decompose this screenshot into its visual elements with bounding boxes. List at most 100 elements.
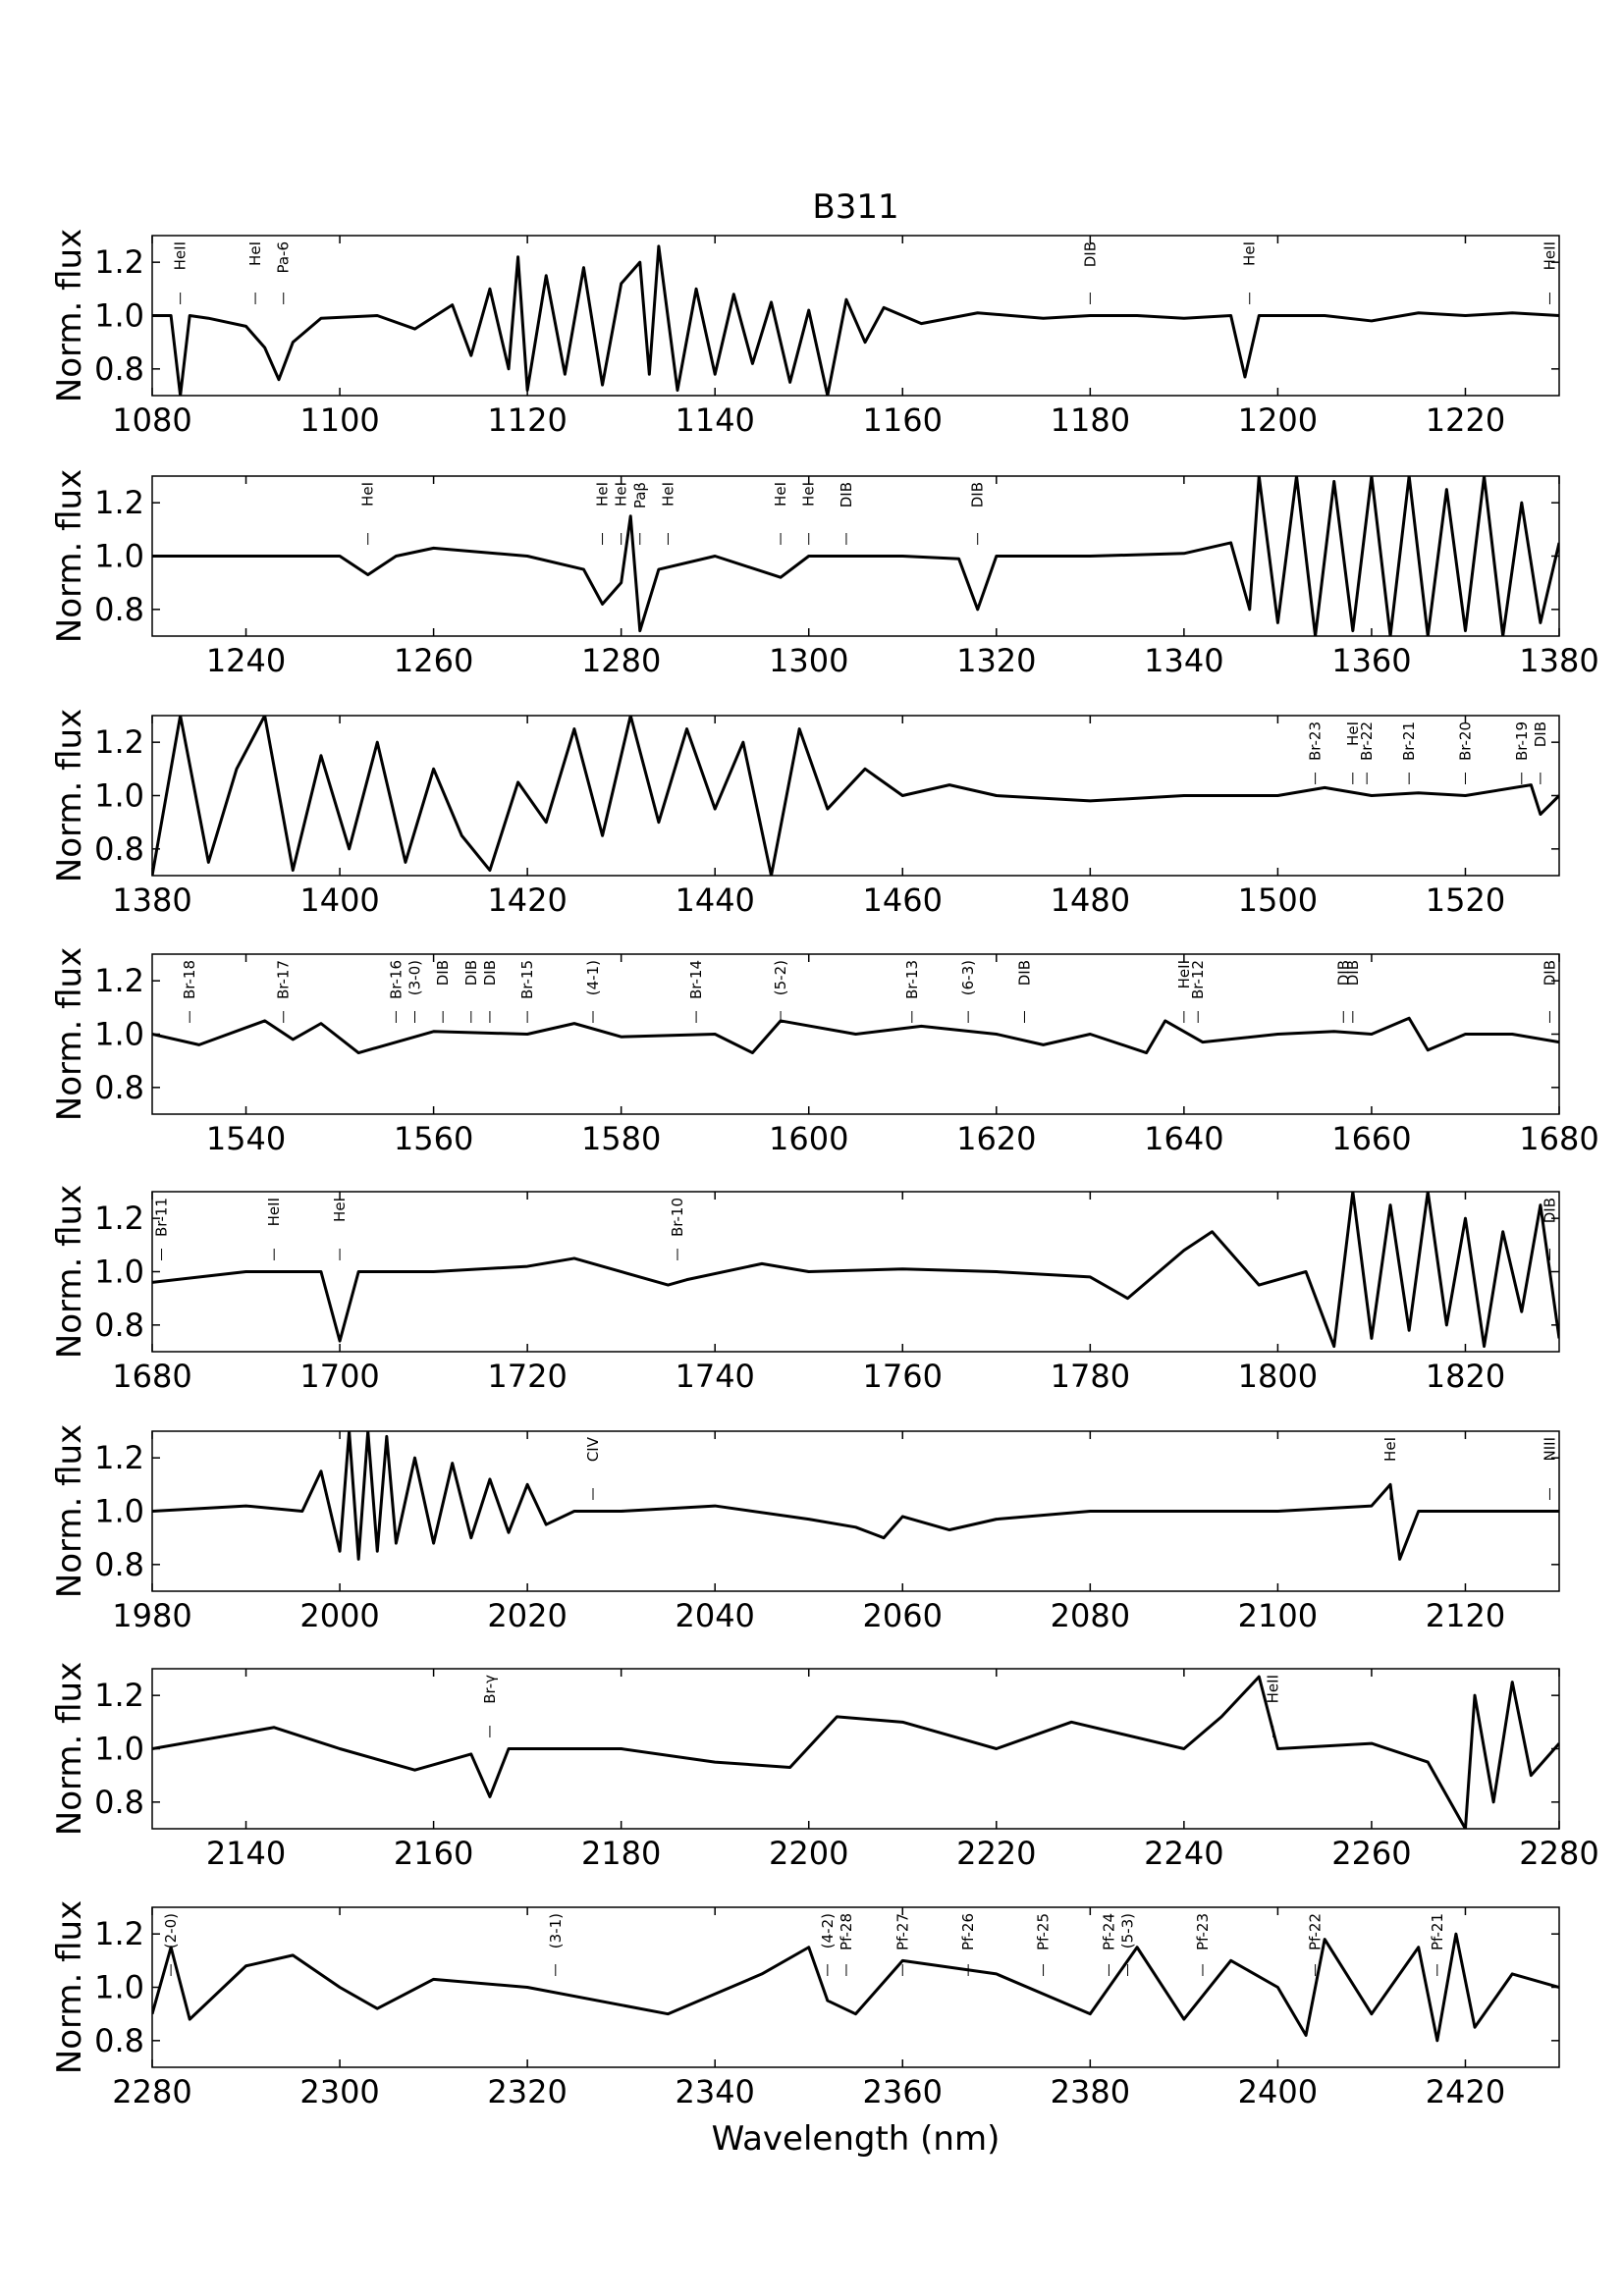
x-tick-label: 2300 bbox=[299, 2073, 379, 2110]
spectrum-line bbox=[152, 1192, 1559, 1349]
annotation-label: HeII bbox=[1541, 241, 1558, 270]
y-tick-label: 1.2 bbox=[94, 1677, 144, 1714]
panel: Norm. flux 0.8 1.0 1.2 1980 2000 2020 2040 2060 2… bbox=[50, 1424, 1560, 1634]
panel: Norm. flux 0.8 1.0 1.2 1540 1560 1580 1600 1620 1… bbox=[50, 947, 1599, 1157]
annotation-label: NIII bbox=[1541, 1437, 1558, 1462]
y-axis-label: Norm. flux bbox=[50, 469, 89, 643]
axes-frame bbox=[151, 953, 1560, 1115]
annotation-label: Br-14 bbox=[687, 960, 705, 999]
x-tick-label: 1240 bbox=[206, 642, 286, 679]
x-tick-label: 1640 bbox=[1144, 1120, 1223, 1157]
annotation-label: Pf-25 bbox=[1035, 1913, 1053, 1950]
y-tick-label: 1.0 bbox=[94, 297, 144, 335]
y-tick-label: 0.8 bbox=[94, 2022, 144, 2059]
y-tick-label: 1.2 bbox=[94, 1915, 144, 1952]
x-tick-label: 1320 bbox=[956, 642, 1036, 679]
annotation-label: HeI bbox=[772, 482, 789, 507]
annotation-label: Br-10 bbox=[669, 1198, 686, 1237]
x-tick-label: 1400 bbox=[299, 881, 379, 919]
x-tick-label: 1380 bbox=[1519, 642, 1598, 679]
x-tick-label: 2380 bbox=[1051, 2073, 1130, 2110]
x-tick-label: 1160 bbox=[863, 401, 943, 439]
x-tick-label: 1140 bbox=[675, 401, 754, 439]
annotation-label: Pf-24 bbox=[1100, 1913, 1117, 1950]
x-tick-label: 2280 bbox=[1519, 1835, 1598, 1872]
annotation-label: HeI bbox=[246, 241, 264, 266]
annotation-label: Br-19 bbox=[1513, 721, 1531, 761]
y-tick-label: 1.2 bbox=[94, 484, 144, 521]
annotation-label: (6-3) bbox=[959, 960, 977, 995]
y-tick-label: 1.0 bbox=[94, 1493, 144, 1530]
annotation-label: Paβ bbox=[631, 482, 649, 508]
annotation-label: Br-16 bbox=[387, 960, 405, 999]
x-tick-label: 1800 bbox=[1238, 1358, 1318, 1395]
annotation-label: HeI bbox=[800, 482, 818, 507]
annotation-label: HeI bbox=[613, 482, 630, 507]
annotation-label: Br-11 bbox=[153, 1198, 171, 1237]
x-tick-label: 1700 bbox=[299, 1358, 379, 1395]
x-tick-label: 1580 bbox=[581, 1120, 661, 1157]
chart-title: B311 bbox=[812, 187, 898, 227]
x-axis-label: Wavelength (nm) bbox=[712, 2119, 1001, 2159]
spectrum-line bbox=[152, 1932, 1559, 2043]
panel: Norm. flux Wavelength (nm) 0.8 1.0 1.2 2280 23… bbox=[50, 1900, 1560, 2159]
x-tick-label: 1120 bbox=[487, 401, 567, 439]
annotation-label: HeII bbox=[265, 1198, 283, 1226]
x-tick-label: 2420 bbox=[1426, 2073, 1505, 2110]
x-tick-label: 2140 bbox=[206, 1835, 286, 1872]
x-tick-label: 2040 bbox=[675, 1597, 754, 1634]
annotation-label: HeII bbox=[172, 241, 189, 270]
annotation-label: Pf-23 bbox=[1194, 1913, 1212, 1950]
x-tick-label: 2340 bbox=[675, 2073, 754, 2110]
annotation-label: Pf-22 bbox=[1307, 1913, 1325, 1950]
y-tick-label: 0.8 bbox=[94, 1546, 144, 1583]
x-tick-label: 1620 bbox=[956, 1120, 1036, 1157]
y-tick-label: 1.2 bbox=[94, 243, 144, 281]
x-tick-label: 1260 bbox=[394, 642, 473, 679]
y-axis-label: Norm. flux bbox=[50, 947, 89, 1121]
x-tick-label: 1300 bbox=[769, 642, 848, 679]
x-tick-label: 1340 bbox=[1144, 642, 1223, 679]
x-tick-label: 1200 bbox=[1238, 401, 1318, 439]
annotation-label: HeII bbox=[1175, 960, 1193, 988]
axes-frame bbox=[151, 1430, 1560, 1592]
annotation-label: (5-3) bbox=[1119, 1913, 1137, 1949]
y-tick-label: 0.8 bbox=[94, 1069, 144, 1106]
axes-frame bbox=[151, 1906, 1560, 2068]
x-tick-label: 2020 bbox=[487, 1597, 567, 1634]
panel: Norm. flux 0.8 1.0 1.2 1380 1400 1420 1440 1460 1… bbox=[50, 709, 1560, 919]
x-tick-label: 2280 bbox=[112, 2073, 191, 2110]
x-tick-label: 1980 bbox=[112, 1597, 191, 1634]
annotation-label: HeI bbox=[1381, 1437, 1399, 1462]
annotation-label: Br-γ bbox=[481, 1675, 499, 1704]
annotation-label: Br-12 bbox=[1189, 960, 1207, 999]
x-tick-label: 1380 bbox=[112, 881, 191, 919]
y-tick-label: 0.8 bbox=[94, 1784, 144, 1821]
y-axis-label: Norm. flux bbox=[50, 1900, 89, 2074]
spectrum-line bbox=[152, 1675, 1559, 1829]
panel: Norm. flux 0.8 1.0 1.2 1240 1260 1280 1300 1320 1… bbox=[50, 469, 1599, 679]
annotation-label: DIB bbox=[434, 960, 452, 986]
x-tick-label: 1420 bbox=[487, 881, 567, 919]
x-tick-label: 1360 bbox=[1331, 642, 1411, 679]
x-tick-label: 2220 bbox=[956, 1835, 1036, 1872]
x-tick-label: 1080 bbox=[112, 401, 191, 439]
annotation-label: DIB bbox=[1081, 241, 1099, 267]
y-tick-label: 1.0 bbox=[94, 777, 144, 815]
x-tick-label: 2000 bbox=[299, 1597, 379, 1634]
spectrum-line bbox=[152, 716, 1559, 876]
y-axis-label: Norm. flux bbox=[50, 709, 89, 882]
annotation-label: (4-1) bbox=[584, 960, 602, 995]
spectrum-line bbox=[152, 476, 1559, 636]
annotation-label: Br-20 bbox=[1456, 721, 1474, 761]
annotation-label: Pf-27 bbox=[893, 1913, 911, 1950]
annotation-label: CIV bbox=[584, 1436, 602, 1462]
x-tick-label: 2360 bbox=[863, 2073, 943, 2110]
y-tick-label: 1.0 bbox=[94, 1969, 144, 2006]
annotation-label: HeI bbox=[1241, 241, 1259, 266]
y-tick-label: 1.2 bbox=[94, 962, 144, 999]
y-tick-label: 0.8 bbox=[94, 1307, 144, 1344]
annotation-label: HeI bbox=[1344, 721, 1362, 746]
x-tick-label: 1460 bbox=[863, 881, 943, 919]
